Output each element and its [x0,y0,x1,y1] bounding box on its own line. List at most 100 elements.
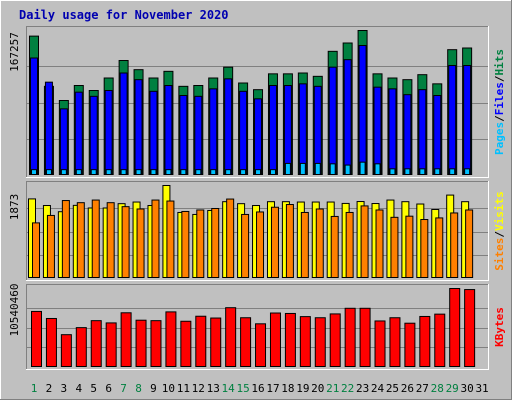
x-tick-label: 22 [341,382,354,395]
bar-pages-day-12 [195,169,202,176]
bar-pages-day-8 [135,169,142,176]
bar-sites-day-6 [106,202,115,279]
bar-sites-day-7 [121,206,130,278]
panel-2: 1873 Sites/Visits [8,181,506,281]
chart-panels: 167257Pages/Files/Hits1873Sites/Visits10… [8,26,506,370]
bar-pages-day-10 [165,169,172,176]
x-tick-label: 25 [386,382,399,395]
legend-separator: / [493,75,506,82]
x-tick-label: 11 [177,382,190,395]
bar-pages-day-21 [329,163,336,175]
x-tick-label: 14 [222,382,236,395]
bar-sites-day-21 [330,215,339,278]
bar-kbytes-day-17 [269,312,281,368]
panel-max-label: 1873 [8,194,21,221]
x-tick-label: 28 [431,382,444,395]
x-tick-label: 19 [296,382,309,395]
bar-sites-day-15 [241,213,250,278]
bar-pages-day-15 [240,169,247,176]
bar-kbytes-day-25 [389,317,401,368]
bar-files-day-1 [30,57,38,175]
bar-sites-day-12 [196,209,205,278]
bar-files-day-24 [373,86,382,175]
panel-max-label: 167257 [8,32,21,72]
bar-pages-day-26 [404,168,411,175]
bar-kbytes-day-27 [419,315,431,367]
x-tick-label: 6 [105,382,112,395]
bar-sites-day-2 [46,214,55,278]
bar-pages-day-23 [359,161,366,176]
bar-sites-day-11 [181,210,190,279]
bar-files-day-7 [119,72,128,175]
x-tick-label: 21 [326,382,339,395]
bar-sites-day-14 [226,198,235,278]
chart-title: Daily usage for November 2020 [19,8,229,22]
legend-entry-files: Files [493,82,506,115]
bar-kbytes-day-30 [464,289,476,367]
bar-kbytes-day-24 [374,320,386,367]
bar-kbytes-day-13 [210,317,222,368]
bar-kbytes-day-2 [45,317,57,367]
x-tick-label: 27 [416,382,429,395]
x-tick-label: 31 [475,382,488,395]
bar-sites-day-18 [285,204,294,279]
x-tick-label: 17 [266,382,279,395]
bar-files-day-26 [403,94,412,175]
bar-sites-day-30 [465,209,474,278]
series-files [30,45,472,176]
legend-entry-kbytes: KBytes [493,307,506,347]
bar-kbytes-day-16 [255,323,267,367]
bar-files-day-19 [298,83,307,175]
bar-pages-day-25 [389,168,396,175]
bar-kbytes-day-11 [180,320,192,367]
x-tick-label: 12 [192,382,205,395]
bar-sites-day-29 [450,212,459,278]
bar-sites-day-20 [315,208,324,278]
x-tick-label: 4 [75,382,82,395]
bar-kbytes-day-29 [449,288,461,367]
bar-kbytes-day-26 [404,322,416,367]
x-tick-label: 24 [371,382,385,395]
bar-pages-day-27 [419,168,426,175]
bar-kbytes-day-3 [60,334,72,367]
bar-files-day-13 [209,88,218,175]
bar-pages-day-2 [45,169,52,176]
x-tick-label: 29 [446,382,459,395]
bar-kbytes-day-14 [225,307,237,367]
panel-legend: Sites/Visits [493,191,506,271]
bar-sites-day-16 [256,211,265,278]
x-tick-label: 1 [31,382,38,395]
bar-files-day-28 [433,95,442,175]
bar-sites-day-23 [360,205,369,278]
legend-entry-pages: Pages [493,122,506,155]
bar-pages-day-14 [225,169,232,176]
x-tick-label: 20 [311,382,324,395]
bar-kbytes-day-19 [299,316,311,368]
panel-max-label: 10540460 [8,284,21,337]
x-tick-label: 13 [207,382,220,395]
bar-files-day-11 [179,95,188,175]
bar-sites-day-13 [211,207,220,278]
bar-sites-day-22 [345,211,354,279]
bar-pages-day-30 [464,168,471,175]
panel-3: 10540460 KBytes [8,284,506,370]
x-tick-label: 3 [61,382,68,395]
bar-sites-day-10 [166,200,175,279]
legend-entry-sites: Sites [493,238,506,271]
bar-kbytes-day-15 [240,317,252,368]
bar-sites-day-3 [61,200,70,278]
bar-files-day-6 [104,90,113,175]
bar-files-day-27 [418,89,427,175]
bar-pages-day-7 [120,169,127,176]
bar-kbytes-day-10 [165,311,177,368]
bar-files-day-15 [239,90,248,175]
bar-files-day-12 [194,95,203,175]
bar-pages-day-17 [269,169,276,176]
bar-pages-day-9 [150,169,157,176]
bar-files-day-21 [328,66,337,175]
bar-sites-day-1 [32,222,40,279]
x-tick-label: 2 [46,382,53,395]
bar-pages-day-3 [60,169,67,176]
legend-separator: / [493,231,506,238]
